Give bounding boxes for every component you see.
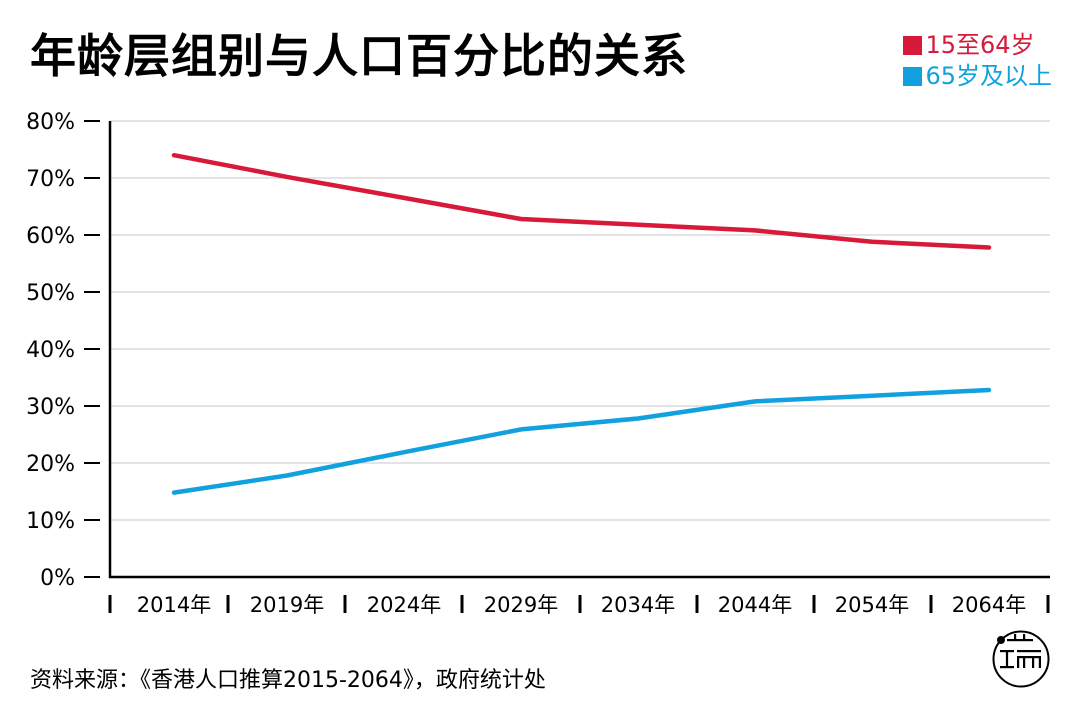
source-note: 资料来源：《香港人口推算2015-2064》，政府统计处 [30,668,546,693]
y-tick-label: 0% [40,566,75,591]
legend-label-elderly: 65岁及以上 [925,62,1052,90]
series-line-working-age [171,152,992,250]
y-tick-label: 30% [26,395,75,420]
legend-item-elderly: 65岁及以上 [903,61,1052,92]
x-tick-labels: 2014年 2019年 2024年 2029年 2034年 2044年 2054年 2064年 [137,593,1026,617]
y-tick-label: 50% [26,281,75,306]
grid-lines [110,120,1050,521]
legend-item-working-age: 15至64岁 [903,30,1052,61]
y-tick-label: 10% [26,509,75,534]
x-tick-label: 2034年 [601,593,675,617]
logo-icon [992,630,1050,688]
y-tick-label: 70% [26,167,75,192]
axes [84,120,1050,613]
x-tick-label: 2019年 [250,593,324,617]
legend-swatch-working-age [903,36,923,55]
y-tick-label: 40% [26,338,75,363]
series-line-elderly [171,387,992,495]
legend-label-working-age: 15至64岁 [925,31,1035,59]
legend-swatch-elderly [903,67,923,86]
series-lines [171,152,992,495]
y-tick-label: 80% [26,110,75,135]
y-tick-label: 20% [26,452,75,477]
y-tick-label: 60% [26,224,75,249]
x-tick-label: 2014年 [137,593,211,617]
y-tick-labels: 0% 10% 20% 30% 40% 50% 60% 70% 80% [26,110,75,591]
legend: 15至64岁 65岁及以上 [903,30,1052,92]
x-tick-label: 2044年 [718,593,792,617]
x-tick-label: 2054年 [835,593,909,617]
x-tick-label: 2064年 [952,593,1026,617]
chart-title: 年龄层组别与人口百分比的关系 [30,29,688,83]
x-tick-label: 2024年 [367,593,441,617]
x-tick-label: 2029年 [484,593,558,617]
